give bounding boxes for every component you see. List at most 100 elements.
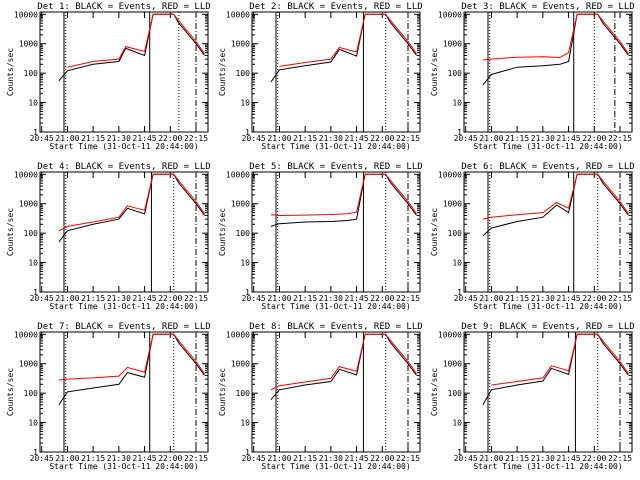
plot-frame [39,171,209,293]
y-tick-label: 10000 [438,330,462,339]
y-axis-label: Counts/sec [430,368,439,416]
x-tick-label: 20:45 [30,294,54,303]
x-tick-label: 21:00 [267,294,291,303]
x-tick-label: 21:15 [505,454,529,463]
y-axis-label: Counts/sec [6,208,15,256]
x-axis-label: Start Time (31-Oct-11 20:44:00) [261,462,410,471]
y-tick-label: 1 [33,448,38,457]
chart-panel: Det 7: BLACK = Events, RED = LLD 1 10 100 10… [6,322,211,471]
y-tick-label: 10000 [438,170,462,179]
y-tick-label: 1000 [443,360,462,369]
plot-frame [251,171,421,293]
y-tick-label: 10 [452,259,462,268]
y-axis-label: Counts/sec [430,48,439,96]
plot-frame [251,331,421,453]
y-tick-label: 100 [448,389,463,398]
y-axis-label: Counts/sec [218,208,227,256]
x-tick-label: 21:15 [81,454,105,463]
y-tick-label: 100 [448,229,463,238]
x-axis-label: Start Time (31-Oct-11 20:44:00) [261,302,410,311]
y-tick-label: 100 [24,389,39,398]
y-tick-label: 1 [33,128,38,137]
y-tick-label: 1 [457,448,462,457]
chart-panel: Det 3: BLACK = Events, RED = LLD 1 10 100 10… [430,2,635,151]
x-tick-label: 21:00 [55,454,79,463]
series-line-black [270,333,418,401]
series-line-red [482,173,630,220]
x-tick-label: 22:00 [582,134,606,143]
y-tick-label: 10 [28,99,38,108]
plot-frame [251,11,421,133]
y-tick-label: 1000 [443,200,462,209]
x-tick-label: 20:45 [30,454,54,463]
series-line-red [270,333,418,391]
x-tick-label: 21:45 [345,134,369,143]
x-tick-label: 21:00 [267,134,291,143]
y-tick-label: 10000 [14,170,38,179]
plot-frame [39,11,209,133]
series-line-black [482,13,630,86]
y-tick-label: 10 [452,419,462,428]
x-tick-label: 22:00 [158,294,182,303]
x-tick-label: 21:30 [107,134,131,143]
series-line-red [67,13,206,68]
y-tick-label: 1000 [19,40,38,49]
y-tick-label: 10000 [14,10,38,19]
chart-panel: Det 1: BLACK = Events, RED = LLD 1 10 100 10… [6,2,211,151]
x-tick-label: 21:15 [293,134,317,143]
y-tick-label: 100 [448,69,463,78]
y-tick-label: 100 [24,229,39,238]
y-tick-label: 1 [245,448,250,457]
x-tick-label: 21:45 [557,294,581,303]
x-tick-label: 20:45 [454,454,478,463]
x-tick-label: 22:15 [608,454,632,463]
series-line-black [270,173,418,227]
y-tick-label: 1 [457,128,462,137]
plot-frame [39,331,209,453]
x-tick-label: 22:15 [608,294,632,303]
x-tick-label: 21:45 [133,454,157,463]
series-line-red [482,13,630,61]
chart-title: Det 4: BLACK = Events, RED = LLD [37,162,210,172]
series-line-red [491,333,630,386]
chart-panel: Det 9: BLACK = Events, RED = LLD 1 10 100 10… [430,322,635,471]
y-tick-label: 10000 [14,330,38,339]
x-tick-label: 21:45 [345,454,369,463]
x-tick-label: 22:15 [184,294,208,303]
x-tick-label: 22:15 [608,134,632,143]
y-tick-label: 1000 [19,200,38,209]
x-tick-label: 20:45 [242,134,266,143]
y-tick-label: 1000 [19,360,38,369]
x-tick-label: 21:00 [267,454,291,463]
x-tick-label: 21:45 [557,454,581,463]
y-tick-label: 10 [28,259,38,268]
x-tick-label: 21:00 [55,134,79,143]
x-tick-label: 21:30 [531,294,555,303]
x-tick-label: 21:15 [81,134,105,143]
y-tick-label: 10000 [438,10,462,19]
y-tick-label: 1 [457,288,462,297]
chart-panel: Det 2: BLACK = Events, RED = LLD 1 10 100 10… [218,2,423,151]
y-axis-label: Counts/sec [218,368,227,416]
series-line-red [58,333,206,381]
y-tick-label: 100 [236,229,251,238]
series-line-red [270,173,418,217]
x-tick-label: 21:30 [107,294,131,303]
y-tick-label: 1000 [231,200,250,209]
x-tick-label: 21:00 [479,134,503,143]
x-tick-label: 21:30 [319,294,343,303]
chart-panel: Det 8: BLACK = Events, RED = LLD 1 10 100 10… [218,322,423,471]
x-tick-label: 22:00 [370,134,394,143]
x-tick-label: 20:45 [242,294,266,303]
x-axis-label: Start Time (31-Oct-11 20:44:00) [49,302,198,311]
x-tick-label: 21:45 [557,134,581,143]
x-tick-label: 22:15 [184,454,208,463]
y-axis-label: Counts/sec [6,48,15,96]
x-tick-label: 22:00 [158,454,182,463]
x-axis-label: Start Time (31-Oct-11 20:44:00) [261,142,410,151]
y-axis-label: Counts/sec [218,48,227,96]
chart-title: Det 5: BLACK = Events, RED = LLD [249,162,422,172]
y-tick-label: 100 [24,69,39,78]
chart-title: Det 8: BLACK = Events, RED = LLD [249,322,422,332]
